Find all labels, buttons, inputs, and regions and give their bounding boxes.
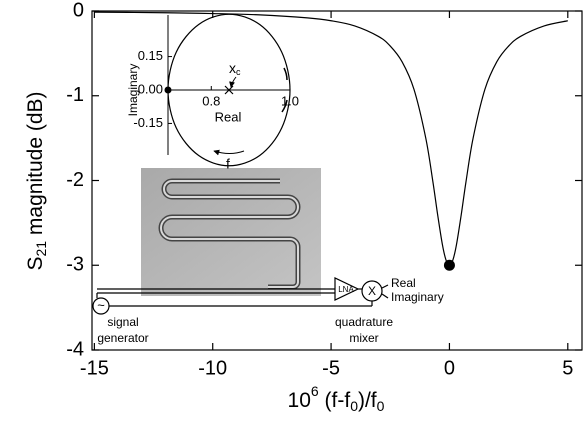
mixer-symbol: X — [368, 284, 376, 298]
x-label-part: 0 — [377, 398, 385, 414]
y-tick-label: -4 — [66, 338, 84, 360]
mixer-output-label: Real — [391, 276, 416, 290]
sweep-mark — [281, 99, 288, 113]
mixer-output-label: Imaginary — [391, 290, 444, 304]
sweep-mark — [283, 67, 288, 81]
center-label-part: c — [236, 67, 241, 77]
x-label-part: )/f — [358, 389, 377, 412]
highlight-point — [443, 259, 455, 271]
x-label-part: 6 — [311, 383, 319, 399]
x-tick-label: 0 — [444, 357, 455, 379]
y-tick-label: -3 — [66, 254, 84, 276]
y-label-part: 21 — [33, 241, 49, 257]
direction-label: f — [226, 156, 230, 172]
y-tick-label: -1 — [66, 84, 84, 106]
source-symbol: ~ — [97, 297, 105, 312]
source-label: signal — [107, 315, 138, 329]
y-label-part: magnitude (dB) — [24, 91, 47, 240]
x-axis-label: 106 (f-f0)/f0 — [288, 383, 385, 414]
resonator-photo — [141, 168, 321, 296]
inset-y-tick-label: 0.00 — [138, 81, 163, 96]
inset-y-label: Imaginary — [126, 64, 140, 117]
source-label: generator — [97, 331, 148, 345]
x-tick-label: -15 — [80, 357, 109, 379]
amplifier-label: LNA — [338, 285, 354, 294]
x-label-part: 10 — [288, 389, 311, 412]
center-label: xc — [229, 60, 241, 78]
inset-y-tick-label: 0.15 — [138, 48, 163, 63]
circuit — [92, 277, 389, 315]
main-plot: 0 -1 -2 -3 -4-15 -10 -5 0 5 — [66, 0, 582, 379]
start-point — [164, 86, 172, 94]
x-tick-label: 5 — [562, 357, 573, 379]
direction-arrow — [213, 149, 245, 156]
data-line — [94, 11, 568, 266]
center-arrow — [229, 76, 237, 88]
inset-y-tick-label: -0.15 — [133, 115, 163, 130]
inset-x-label: Real — [215, 109, 242, 124]
center-label-part: x — [229, 60, 236, 76]
x-label-part: 0 — [350, 398, 358, 414]
x-tick-label: -5 — [322, 357, 340, 379]
y-axis-label: S21 magnitude (dB) — [24, 91, 49, 270]
inset-plot: 0.150.00-0.150.8 1.0 — [133, 13, 299, 167]
inset-x-tick-label: 0.8 — [202, 93, 220, 108]
y-label-part: S — [24, 256, 47, 270]
mixer-label: mixer — [349, 331, 378, 345]
y-tick-label: -2 — [66, 169, 84, 191]
x-label-part: (f-f — [319, 389, 351, 412]
y-tick-label: 0 — [73, 0, 84, 21]
x-tick-label: -10 — [198, 357, 227, 379]
mixer-label: quadrature — [335, 315, 393, 329]
